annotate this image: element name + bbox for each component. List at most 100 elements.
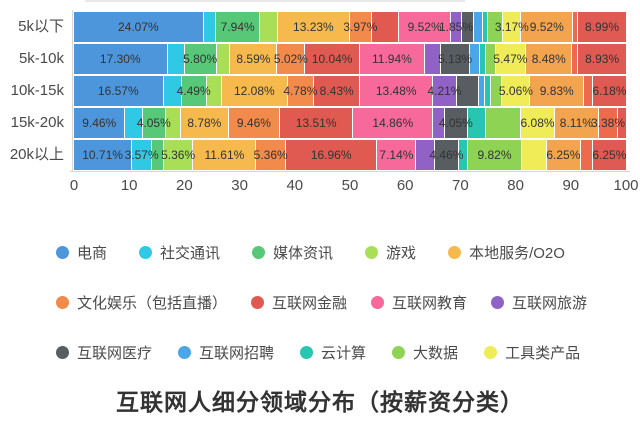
legend-item-label: 媒体资讯 [273,245,334,262]
bar-segment: 9.46% [228,108,281,138]
bar-segment: 8.11% [554,108,599,138]
bar-segment: 5.47% [493,44,527,74]
legend-item-label: 文化娱乐（包括直播） [77,295,228,312]
bar-segment-label: 7.14% [379,148,414,162]
y-axis-label: 5k-10k [18,50,64,67]
bar-segment: 8.43% [314,76,361,106]
x-axis-tick-label: 50 [341,177,359,194]
y-axis-label: 15k-20k [10,114,64,131]
bar-segment-label: 3.17% [494,20,529,34]
bar-segment: 5.13% [438,44,473,74]
bar-segment [203,12,217,42]
bar-segment: 11.61% [193,140,257,170]
legend-item-travel: 互联网旅游 [491,292,587,313]
bar-segment: 13.48% [360,76,434,106]
bar-row: 10.71% 3.57% 5.36% 11.61% 5.36% 16.96% 7.14% 4.… [74,140,626,170]
bar-segment: 10.04% [305,44,360,74]
bar-segment [467,108,487,138]
bar-segment: 13.51% [280,108,354,138]
x-axis-tick-label: 90 [562,177,580,194]
legend-dot-icon [251,296,265,309]
bar-segment-label: 13.23% [293,20,334,34]
bar-segment: 4.05% [137,108,171,138]
bar-segment-label: 6.25% [546,148,581,162]
x-axis-tick-label: 0 [69,177,79,194]
y-axis-label: 20k以上 [9,146,64,163]
bar-segment: 11.94% [359,44,425,74]
bar-segment [152,140,164,170]
bar-segment-label: 3.97% [343,20,378,34]
bar-segment [487,12,504,42]
bar-segment-label: 4.46% [429,148,464,162]
legend-item-local_service: 本地服务/O2O [448,242,565,263]
bar-segment: 5.06% [499,76,533,106]
bar-segment-label: 16.96% [310,148,352,162]
x-axis-tick-label: 10 [120,177,138,194]
bar-segment-label: 7.94% [220,20,255,34]
bar-segment [456,76,480,106]
bar-segment-label: 13.51% [295,116,337,130]
bar-segment [572,44,579,74]
bar-segment: 8.93% [578,44,627,74]
legend-item-education: 互联网教育 [371,292,467,313]
bar-segment-label: 3.38% [590,116,625,130]
x-axis-tick-label: 40 [286,177,304,194]
bar-segment-label: 6.18% [592,84,627,98]
bar-segment: 17.30% [74,44,168,74]
legend-item-label: 互联网医疗 [77,345,153,362]
bar-row: 16.57% 4.49% 12.08% 4.78% 8.43% 13.48% 4.21% 5.… [74,76,627,106]
legend-item-label: 互联网旅游 [512,295,588,312]
bar-segment-label: 10.04% [311,52,353,66]
bar-segment: 4.78% [283,76,317,106]
bar-segment: 6.08% [520,108,555,138]
bar-segment-label: 10.71% [82,148,123,162]
legend-item-ecommerce: 电商 [56,242,107,263]
bar-segment: 24.07% [74,12,204,42]
bar-segment-label: 9.52% [529,20,564,34]
bar-segment [479,76,485,106]
bar-segment: 1.85% [439,12,473,42]
legend-dot-icon [178,346,192,359]
bar-segment: 8.78% [180,108,229,138]
legend-dot-icon [56,296,69,309]
bar-segment-label: 5.36% [253,148,288,162]
legend-dot-icon [491,296,505,309]
bar-segment [163,76,182,106]
legend-dot-icon [300,346,314,359]
bar-segment-label: 4.49% [176,84,211,98]
bar-segment-label: 13.48% [375,84,417,98]
bar-segment [480,44,487,74]
bar-segment: 3.57% [125,140,159,170]
bar-segment: 4.49% [177,76,211,106]
y-axis-label: 5k以下 [18,18,64,35]
bar-segment [573,12,578,42]
bar-segment-label: 5.13% [438,52,473,66]
legend-dot-icon [139,246,153,259]
bar-segment-label: 17.30% [99,52,141,66]
x-axis-tick-label: 80 [507,177,524,194]
bar-segment: 6.25% [546,140,582,170]
legend-dot-icon [252,246,266,259]
bar-segment: 6.18% [592,76,627,106]
bar-segment: 4.21% [427,76,461,106]
bar-segment-label: 6.08% [520,116,555,130]
legend-item-label: 互联网金融 [272,295,348,312]
legend-item-recruit: 互联网招聘 [178,342,274,363]
bar-segment-label: 4.05% [438,116,473,130]
legend-item-label: 电商 [77,245,108,262]
bar-segment: 13.23% [278,12,350,42]
cropped-edge-artifact [85,0,465,2]
bar-segment-label: 6.25% [592,148,627,162]
bar-segment [469,44,481,74]
bar-segment [473,12,483,42]
bar-segment [482,12,488,42]
legend-item-game: 游戏 [365,242,416,263]
bar-segment-label: 9.46% [82,116,117,130]
bar-segment: 4.05% [439,108,473,138]
bar-segment [216,44,231,74]
bar-segment: 9.82% [468,140,522,170]
bar-segment-label: 8.48% [531,52,566,66]
legend-item-culture: 文化娱乐（包括直播） [56,292,227,313]
plot-area: 24.07% 7.94% 13.23% 3.97% 9.52% 1.85% 3.17% 9.5… [74,12,627,172]
